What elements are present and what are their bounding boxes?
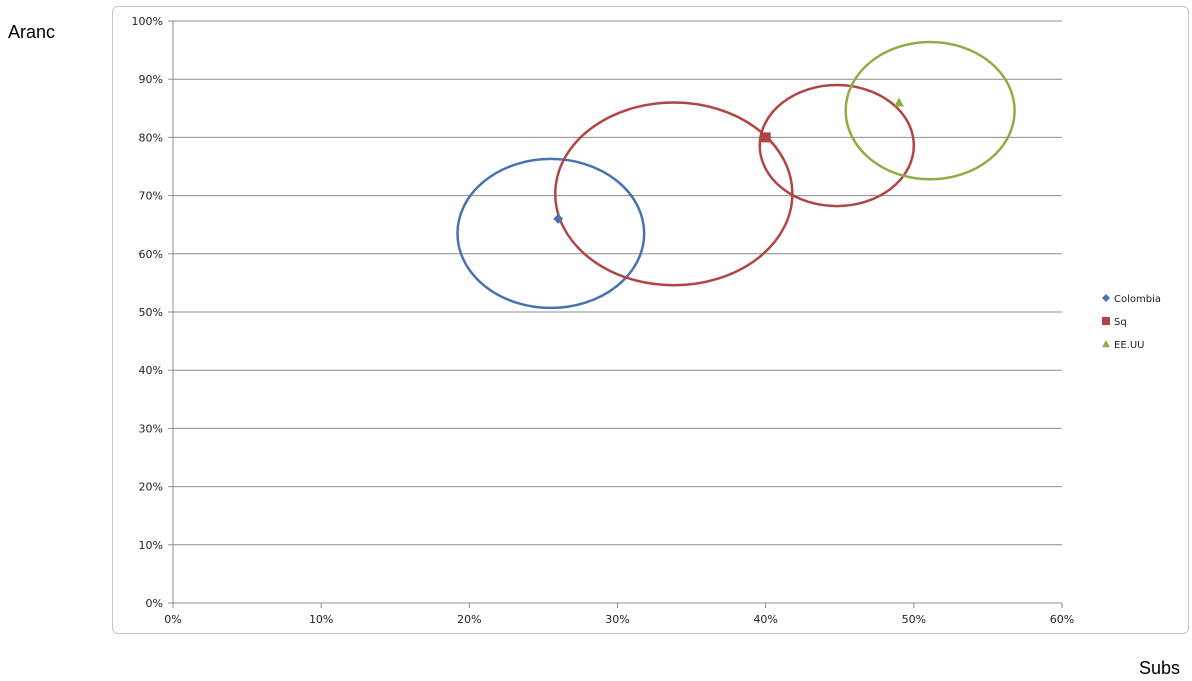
legend-marker xyxy=(1102,317,1110,325)
x-axis-label: Subs xyxy=(1139,658,1181,678)
x-tick-label: 30% xyxy=(605,613,629,626)
circle-sq xyxy=(758,83,916,208)
point-ee-uu xyxy=(894,97,905,107)
x-tick-label: 40% xyxy=(753,613,777,626)
legend-marker xyxy=(1102,294,1110,302)
y-tick-label: 10% xyxy=(139,539,163,552)
legend-label: Colombia xyxy=(1114,294,1161,305)
legend-marker xyxy=(1102,340,1110,348)
y-tick-label: 50% xyxy=(139,306,163,319)
x-tick-label: 20% xyxy=(457,613,481,626)
y-tick-label: 40% xyxy=(139,364,163,377)
x-tick-label: 50% xyxy=(902,613,926,626)
x-tick-label: 0% xyxy=(164,613,181,626)
x-tick-label: 10% xyxy=(309,613,333,626)
y-tick-label: 20% xyxy=(139,481,163,494)
y-tick-label: 90% xyxy=(139,73,163,86)
circle-ee-uu xyxy=(844,40,1016,181)
chart-area xyxy=(112,6,1189,634)
point-colombia xyxy=(553,213,564,224)
x-tick-label: 60% xyxy=(1050,613,1074,626)
y-tick-label: 70% xyxy=(139,190,163,203)
y-tick-label: 100% xyxy=(132,15,163,28)
y-tick-label: 60% xyxy=(139,248,163,261)
circle-colombia xyxy=(456,157,646,310)
legend-label: EE.UU xyxy=(1114,340,1144,351)
y-axis-label: Aranc xyxy=(8,22,56,42)
circle-sq xyxy=(554,101,794,287)
y-tick-label: 0% xyxy=(146,597,163,610)
y-tick-label: 80% xyxy=(139,131,163,144)
y-tick-label: 30% xyxy=(139,422,163,435)
point-sq xyxy=(760,132,771,143)
legend-label: Sq xyxy=(1114,317,1127,328)
